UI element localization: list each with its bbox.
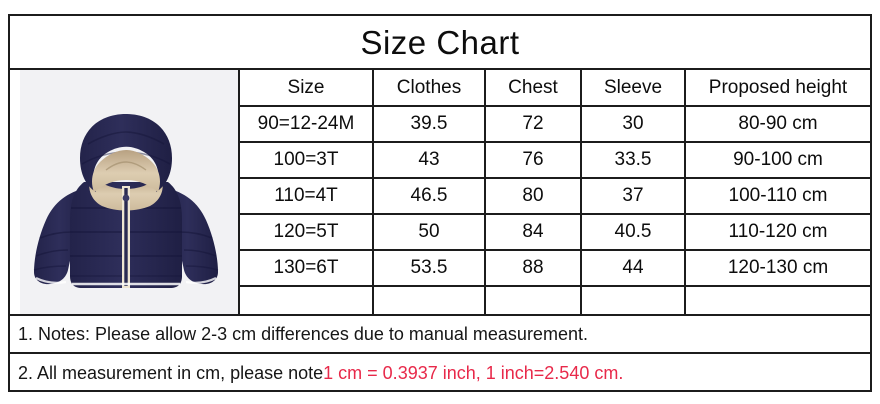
cell-size: 110=4T [240, 178, 374, 215]
cell-clothes: 46.5 [373, 178, 486, 215]
note-1-text: 1. Notes: Please allow 2-3 cm difference… [18, 323, 588, 344]
cell-size: 130=6T [240, 250, 374, 287]
cell-sleeve: 40.5 [581, 214, 686, 251]
empty-cell [685, 286, 870, 314]
page-title: Size Chart [360, 23, 520, 61]
product-image-cell [10, 70, 240, 314]
note-unit-conversion: 2. All measurement in cm, please note 1 … [10, 354, 870, 392]
cell-size: 120=5T [240, 214, 374, 251]
cell-height: 90-100 cm [685, 142, 870, 179]
empty-cell [240, 286, 374, 314]
cell-chest: 84 [485, 214, 582, 251]
table-row: 100=3T 43 76 33.5 90-100 cm [240, 142, 870, 179]
table-row: 120=5T 50 84 40.5 110-120 cm [240, 214, 870, 251]
note-2-text: 2. All measurement in cm, please note [18, 362, 324, 383]
note-measurement-tolerance: 1. Notes: Please allow 2-3 cm difference… [10, 316, 870, 354]
cell-clothes: 43 [373, 142, 486, 179]
table-row: 110=4T 46.5 80 37 100-110 cm [240, 178, 870, 215]
cell-height: 110-120 cm [685, 214, 870, 251]
cell-chest: 72 [485, 106, 582, 143]
cell-sleeve: 37 [581, 178, 686, 215]
chart-body: Size Clothes Chest Sleeve Proposed heigh… [10, 70, 870, 316]
cell-clothes: 50 [373, 214, 486, 251]
cell-sleeve: 33.5 [581, 142, 686, 179]
title-row: Size Chart [10, 16, 870, 70]
cell-size: 100=3T [240, 142, 374, 179]
empty-cell [581, 286, 686, 314]
size-chart-sheet: Size Chart [8, 14, 872, 392]
table-header-row: Size Clothes Chest Sleeve Proposed heigh… [240, 70, 870, 107]
cell-height: 80-90 cm [685, 106, 870, 143]
cell-chest: 76 [485, 142, 582, 179]
jacket-photo-icon [33, 114, 219, 288]
cell-clothes: 39.5 [373, 106, 486, 143]
cell-height: 100-110 cm [685, 178, 870, 215]
size-table: Size Clothes Chest Sleeve Proposed heigh… [240, 70, 870, 314]
cell-height: 120-130 cm [685, 250, 870, 287]
column-header-size: Size [240, 70, 374, 107]
table-row: 130=6T 53.5 88 44 120-130 cm [240, 250, 870, 287]
measurements-table-cell: Size Clothes Chest Sleeve Proposed heigh… [240, 70, 870, 314]
cell-clothes: 53.5 [373, 250, 486, 287]
table-body: Size Clothes Chest Sleeve Proposed heigh… [240, 70, 870, 314]
cell-chest: 80 [485, 178, 582, 215]
note-2-conversion: 1 cm = 0.3937 inch, 1 inch=2.540 cm. [323, 362, 624, 383]
column-header-proposed-height: Proposed height [685, 70, 870, 107]
cell-sleeve: 30 [581, 106, 686, 143]
column-header-chest: Chest [485, 70, 582, 107]
column-header-sleeve: Sleeve [581, 70, 686, 107]
table-empty-row [240, 286, 870, 314]
cell-chest: 88 [485, 250, 582, 287]
table-row: 90=12-24M 39.5 72 30 80-90 cm [240, 106, 870, 143]
column-header-clothes: Clothes [373, 70, 486, 107]
cell-size: 90=12-24M [240, 106, 374, 143]
empty-cell [485, 286, 582, 314]
cell-sleeve: 44 [581, 250, 686, 287]
empty-cell [373, 286, 486, 314]
